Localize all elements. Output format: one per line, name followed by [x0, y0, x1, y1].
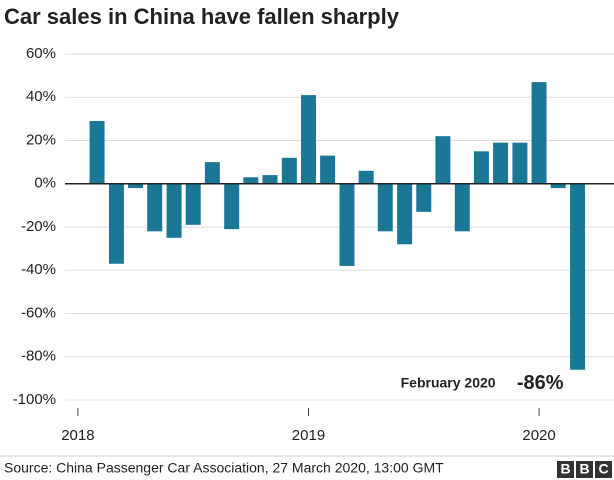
chart-title: Car sales in China have fallen sharply — [4, 4, 400, 29]
x-tick-label: 2020 — [522, 427, 555, 444]
bar — [377, 183, 393, 232]
bar — [397, 183, 413, 245]
bar — [243, 177, 259, 184]
logo-letter: B — [579, 461, 589, 477]
bar — [185, 183, 201, 225]
y-tick-label: -20% — [21, 218, 56, 235]
y-tick-label: 40% — [26, 88, 56, 105]
bar — [300, 95, 316, 184]
bar — [493, 142, 509, 184]
y-tick-label: 0% — [34, 175, 56, 192]
annotation: February 2020 — [401, 374, 496, 390]
y-tick-label: 60% — [26, 45, 56, 62]
logo-box — [557, 461, 574, 478]
bar — [166, 183, 182, 238]
y-tick-label: -40% — [21, 261, 56, 278]
bar — [416, 183, 432, 212]
y-tick-label: -60% — [21, 304, 56, 321]
value-label: -86% — [517, 372, 564, 394]
logo-box — [576, 461, 593, 478]
bar — [281, 157, 297, 184]
bar — [473, 151, 489, 184]
bar — [108, 183, 124, 264]
bar — [570, 183, 586, 370]
y-tick-label: 20% — [26, 131, 56, 148]
bar — [454, 183, 470, 232]
bar — [339, 183, 355, 266]
source: Source: China Passenger Car Association,… — [4, 460, 444, 476]
logo-letter: C — [598, 461, 608, 477]
bar — [435, 136, 451, 184]
bar — [204, 162, 220, 184]
bar — [128, 183, 144, 189]
logo-box — [595, 461, 612, 478]
y-tick-label: -100% — [13, 391, 56, 408]
bar — [224, 183, 240, 230]
bar — [531, 82, 547, 184]
x-tick-label: 2018 — [61, 427, 94, 444]
bar — [89, 121, 105, 184]
bar — [512, 142, 528, 184]
bar — [147, 183, 163, 232]
x-tick-label: 2019 — [292, 427, 325, 444]
y-tick-label: -80% — [21, 348, 56, 365]
bar — [320, 155, 336, 184]
bar — [358, 170, 374, 184]
logo-letter: B — [560, 461, 570, 477]
bar — [550, 183, 566, 189]
bar — [262, 175, 278, 184]
